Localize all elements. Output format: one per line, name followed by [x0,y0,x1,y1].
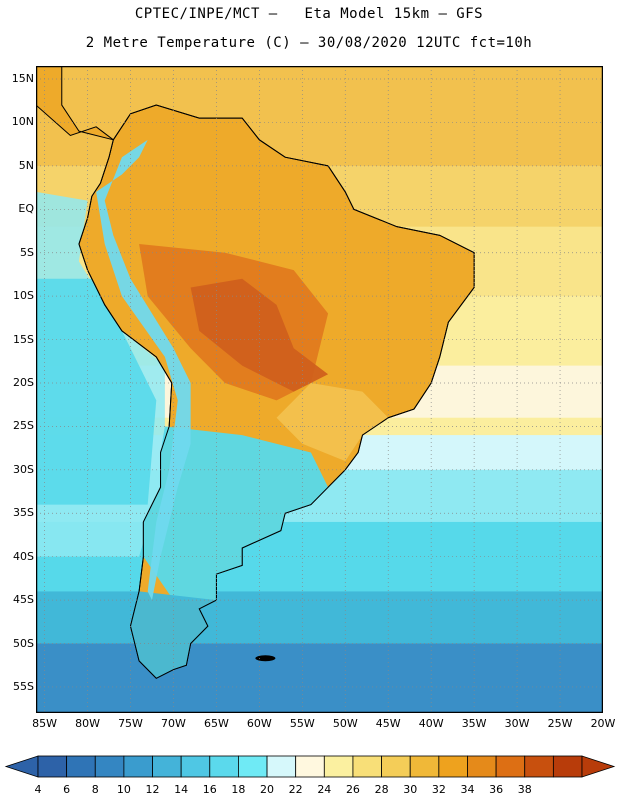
map-frame [36,66,603,713]
pacific-cooler-water [36,278,157,505]
colorbar-tick-label: 20 [260,783,275,796]
colorbar-segment [37,755,68,778]
latitude-tick-label: 20S [13,375,34,389]
colorbar-low-arrow [4,755,39,778]
coastline [78,104,475,679]
longitude-tick-label: 40W [418,717,444,730]
colorbar-tick-label: 16 [202,783,217,796]
ocean-band [36,643,603,713]
falkland-islands [255,655,276,662]
latitude-tick-label: 35S [13,506,34,520]
longitude-tick-label: 25W [547,717,573,730]
colorbar-segment [323,755,354,778]
colorbar-tick-label: 4 [34,783,42,796]
colorbar-segment [94,755,125,778]
colorbar-high-arrow [581,755,616,778]
colorbar-tick-label: 32 [431,783,446,796]
colorbar-segment [180,755,211,778]
colorbar-tick-label: 6 [63,783,71,796]
colorbar-segment [295,755,325,778]
lat-lon-grid [36,66,603,713]
latitude-tick-label: 45S [13,593,34,607]
longitude-tick-label: 65W [203,717,229,730]
colorbar-tick-label: 12 [145,783,160,796]
header-subtitle: 2 Metre Temperature (C) – 30/08/2020 12U… [85,35,533,51]
colorbar-tick-label: 36 [489,783,504,796]
ocean-band [36,591,603,645]
colorbar-segment [266,755,297,778]
land-temperature-field [36,66,475,679]
longitude-tick-label: 55W [289,717,315,730]
longitude-tick-label: 45W [375,717,401,730]
colorbar-segment [381,755,411,778]
colorbar-segment [209,755,239,778]
latitude-tick-label: EQ [18,202,34,216]
latitude-tick-label: 40S [13,549,34,563]
latitude-tick-label: 50S [13,636,34,650]
southeast-brazil-warm-zone [276,382,389,462]
longitude-tick-label: 35W [461,717,487,730]
colorbar-tick-label: 28 [374,783,389,796]
latitude-tick-label: 15S [13,332,34,346]
color-scale-bar [4,755,616,778]
latitude-tick-label: 10S [13,289,34,303]
colorbar-segment [467,755,497,778]
colorbar-tick-label: 8 [91,783,99,796]
southern-cone-cool-zone [143,426,329,601]
colorbar-segment [495,755,526,778]
colorbar-segment [524,755,554,778]
latitude-tick-label: 15N [11,72,34,86]
latitude-tick-label: 55S [13,679,34,693]
longitude-tick-label: 30W [504,717,530,730]
colorbar-tick-label: 26 [345,783,360,796]
latitude-tick-label: 10N [11,115,34,129]
colorbar-tick-label: 14 [174,783,189,796]
central-hottest-zone [190,278,329,392]
colorbar-segment [552,755,583,778]
andes-cold-ridge [96,139,191,601]
colorbar-segment [238,755,268,778]
colorbar-segment [123,755,153,778]
colorbar-segment [66,755,96,778]
colorbar-segment [438,755,468,778]
colorbar-tick-label: 18 [231,783,246,796]
longitude-tick-label: 80W [75,717,100,730]
longitude-tick-label: 70W [161,717,186,730]
longitude-tick-label: 50W [332,717,358,730]
colorbar-tick-label: 22 [288,783,303,796]
longitude-tick-label: 60W [246,717,272,730]
latitude-tick-label: 5N [18,158,34,172]
latitude-tick-label: 30S [13,462,34,476]
latitude-tick-label: 5S [20,245,34,259]
colorbar-tick-label: 10 [116,783,131,796]
colorbar-segment [409,755,440,778]
colorbar-tick-label: 24 [317,783,332,796]
colorbar-tick-label: 34 [460,783,475,796]
colorbar-tick-label: 30 [403,783,418,796]
map-panel [36,66,603,713]
header-title: CPTEC/INPE/MCT – Eta Model 15km – GFS [134,6,484,22]
longitude-tick-label: 20W [590,717,616,730]
colorbar-segment [352,755,382,778]
longitude-tick-label: 85W [32,717,58,730]
colorbar-tick-label: 38 [517,783,532,796]
longitude-tick-label: 75W [118,717,143,730]
latitude-tick-label: 25S [13,419,34,433]
colorbar-segment [152,755,182,778]
